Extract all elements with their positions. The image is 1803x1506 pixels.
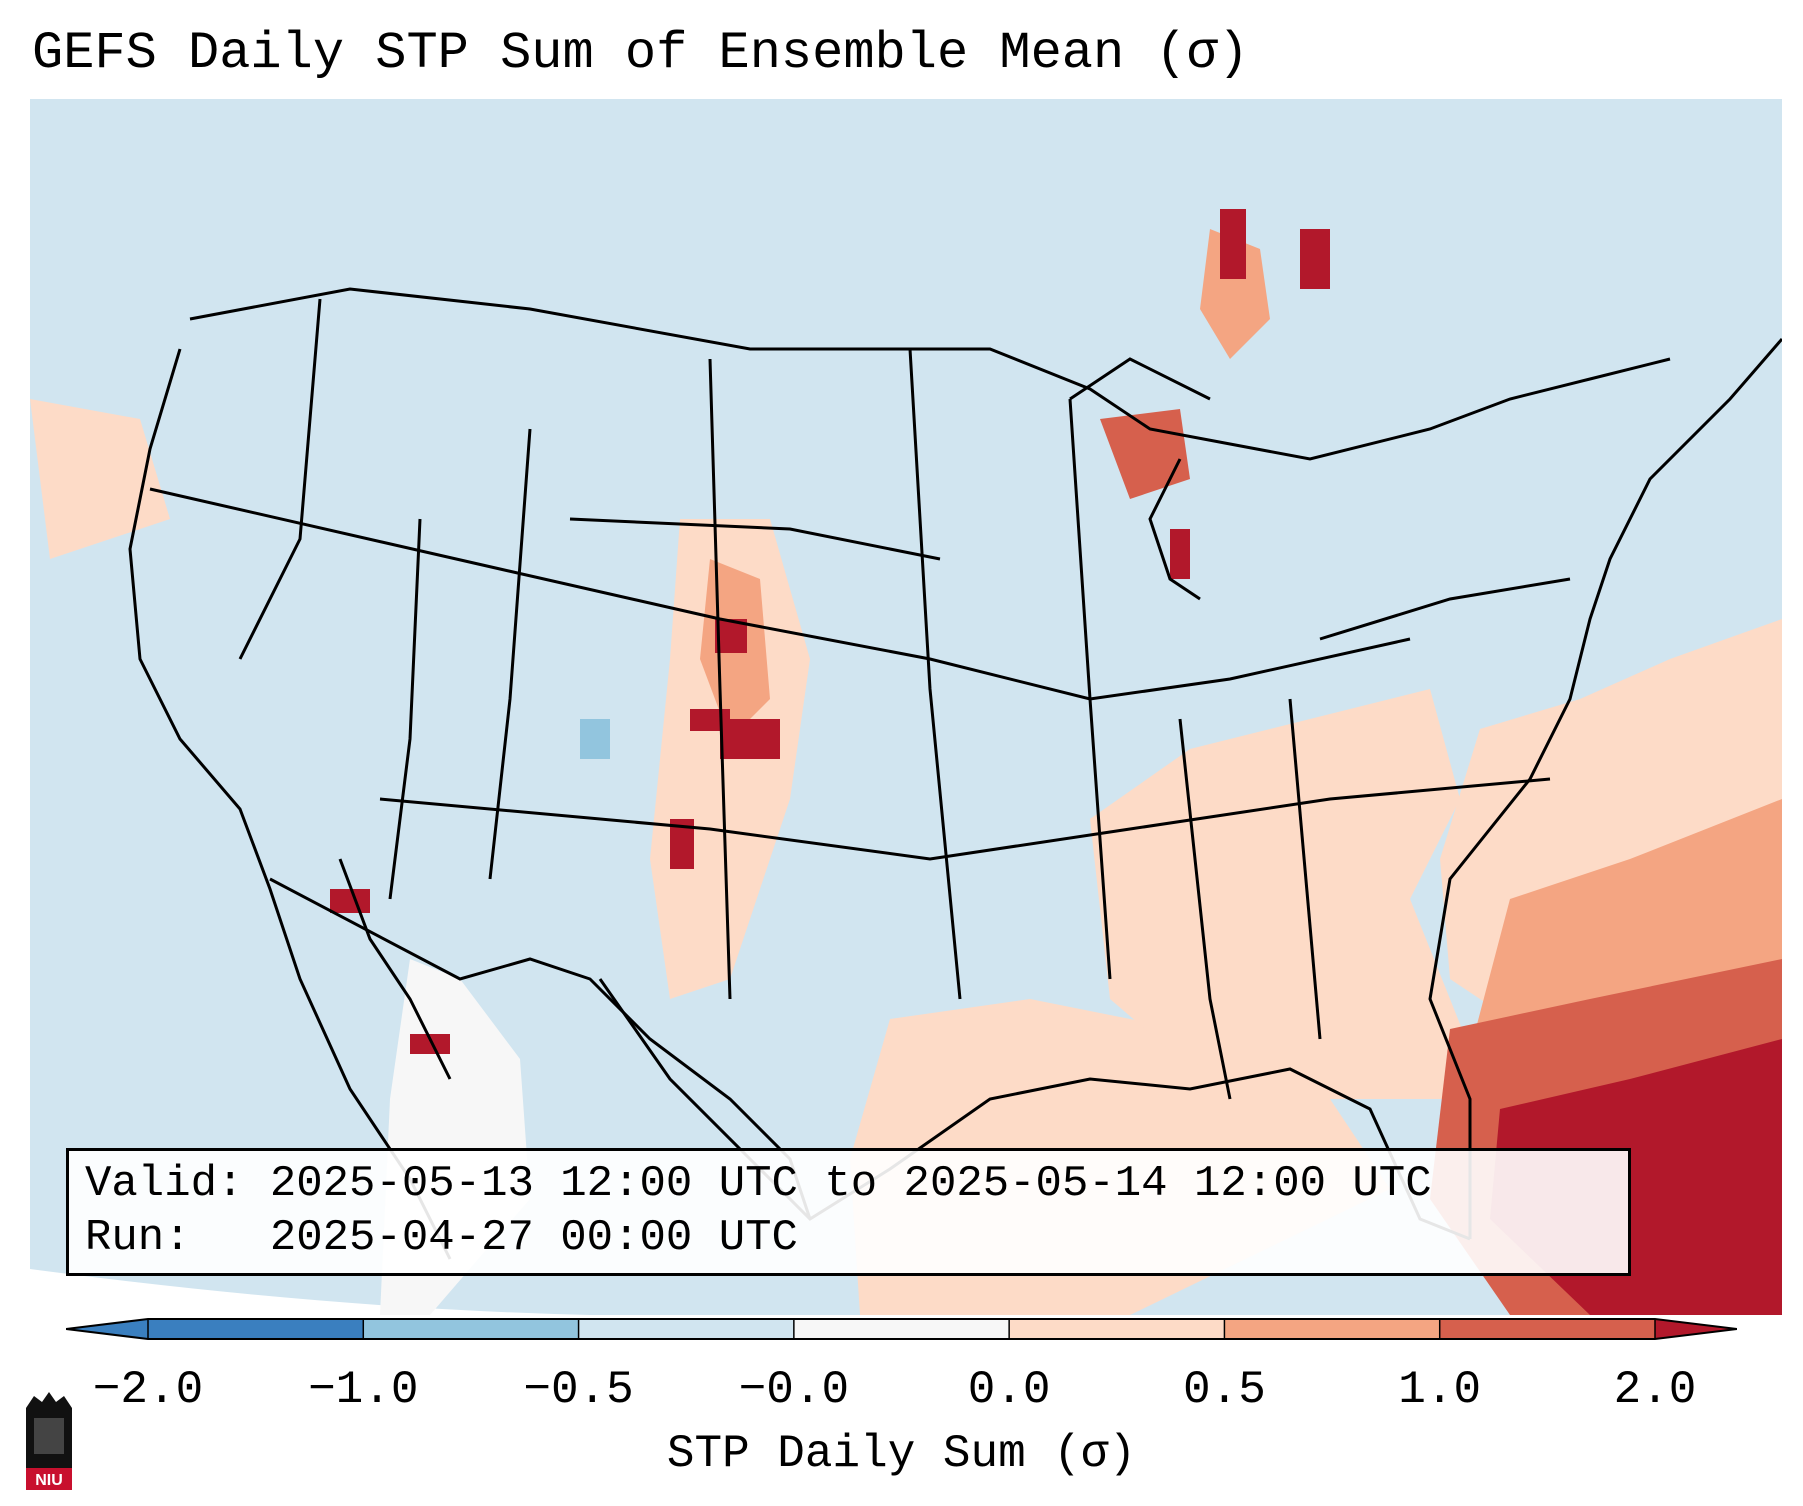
baja-coast	[338, 858, 452, 1080]
projection-edge-sw	[30, 1269, 590, 1315]
colorbar-tick-label: −2.0	[92, 1364, 204, 1416]
state-line-2	[388, 518, 422, 900]
baja-extreme	[330, 889, 370, 913]
colorbar-label: STP Daily Sum (σ)	[666, 1428, 1137, 1480]
colorbar	[66, 1318, 1737, 1340]
colorado-extreme-1	[715, 619, 747, 653]
state-line-4	[708, 358, 732, 1000]
colorbar-segment	[148, 1319, 364, 1339]
colorbar-outline	[66, 1318, 1737, 1340]
lake-superior-shore	[1069, 357, 1211, 401]
us-canada-border	[189, 287, 1671, 461]
colorbar-tick-label: 1.0	[1398, 1364, 1482, 1416]
map-canvas	[30, 99, 1782, 1315]
colorbar-tick-label: −0.5	[523, 1364, 634, 1416]
west-coast	[128, 348, 452, 1260]
logo-text: NIU	[35, 1472, 63, 1489]
colorbar-extend-right	[1655, 1319, 1737, 1339]
newmexico-extreme	[720, 719, 780, 759]
colorbar-extend-left	[66, 1319, 148, 1339]
lake-michigan-shore	[1148, 458, 1201, 601]
gulf-coast	[598, 978, 1471, 1241]
niu-logo: NIU	[26, 1392, 72, 1490]
colorbar-segment	[1224, 1319, 1441, 1339]
run-time-text: Run: 2025-04-27 00:00 UTC	[85, 1213, 798, 1263]
colorbar-segment	[1009, 1319, 1225, 1339]
atlantic-coast	[1428, 338, 1782, 1239]
colorbar-segment	[578, 1319, 795, 1339]
colorbar-tick-label: −0.0	[738, 1364, 850, 1416]
colorbar-segment	[1439, 1319, 1656, 1339]
sonora-extreme	[410, 1034, 450, 1054]
valid-time-text: Valid: 2025-05-13 12:00 UTC to 2025-05-1…	[85, 1159, 1432, 1209]
state-line-5	[908, 348, 962, 1000]
state-line-3	[488, 428, 532, 880]
colorbar-tick-label: 2.0	[1613, 1364, 1697, 1416]
state-line-1	[238, 298, 322, 660]
colorbar-segment	[793, 1319, 1010, 1339]
canada-plume-1	[1200, 229, 1270, 359]
colorbar-segment	[363, 1319, 580, 1339]
utah-negative	[580, 719, 610, 759]
colorbar-tick-label: 0.0	[967, 1364, 1051, 1416]
colorbar-tick-label: 0.5	[1183, 1364, 1266, 1416]
state-line-10	[1178, 718, 1232, 1100]
chart-title: GEFS Daily STP Sum of Ensemble Mean (σ)	[32, 24, 1249, 83]
ontario-extreme-2	[1300, 229, 1330, 289]
lake-michigan-extreme	[1170, 529, 1190, 579]
colorbar-tick-label: −1.0	[308, 1364, 419, 1416]
southeast-land-anomaly	[1090, 689, 1490, 1099]
map-panel[interactable]	[30, 99, 1782, 1315]
state-line-12	[1319, 577, 1571, 641]
state-line-11	[1288, 698, 1322, 1040]
state-line-7	[149, 487, 1411, 701]
ontario-extreme	[1220, 209, 1246, 279]
political-borders	[128, 287, 1782, 1260]
state-line-8	[379, 777, 1551, 861]
state-line-9	[569, 517, 941, 561]
validity-info-box: Valid: 2025-05-13 12:00 UTC to 2025-05-1…	[66, 1148, 1631, 1276]
